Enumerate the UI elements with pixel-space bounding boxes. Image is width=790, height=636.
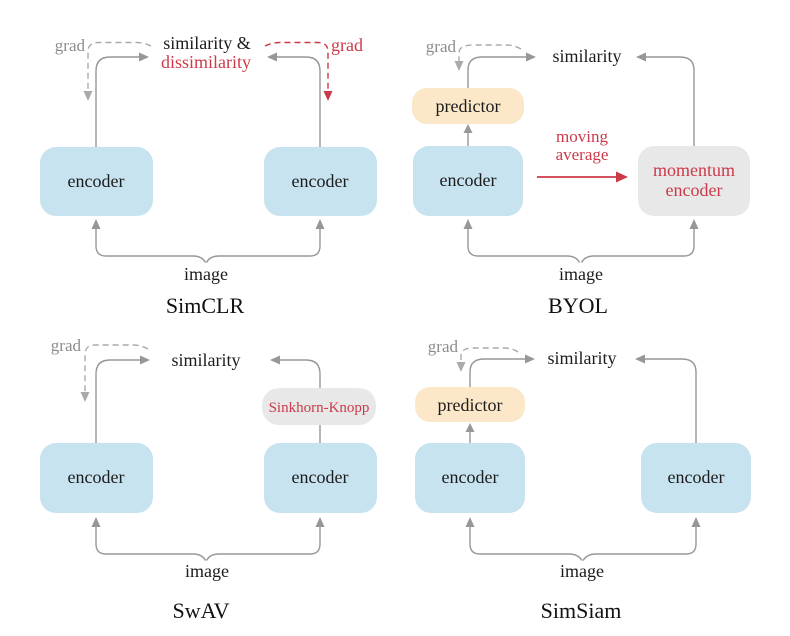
simsiam-encoder-left-label: encoder <box>442 467 499 487</box>
simsiam-image-left-arrowhead-icon <box>465 517 475 527</box>
simsiam-loss-label: similarity <box>548 348 617 368</box>
simsiam-encoder-right-box <box>641 443 751 513</box>
panel-simsiam: predictor encoder encoder grad similarit… <box>415 337 751 623</box>
simclr-image-brace-left <box>95 228 207 263</box>
swav-sinkhorn-label: Sinkhorn-Knopp <box>269 400 370 416</box>
swav-image-label: image <box>185 561 229 581</box>
swav-image-left-arrowhead-icon <box>91 517 101 527</box>
simsiam-encoder-right-label: encoder <box>668 467 725 487</box>
simsiam-grad-arrowhead-icon <box>456 362 466 372</box>
swav-image-right-arrowhead-icon <box>315 517 325 527</box>
swav-encoder-right-label: encoder <box>292 467 349 487</box>
simclr-grad-right-arrowhead-icon <box>323 91 333 101</box>
byol-encoder-label: encoder <box>440 170 497 190</box>
byol-predictor-box <box>412 88 524 124</box>
byol-image-left-arrowhead-icon <box>463 219 473 229</box>
byol-predictor-label: predictor <box>436 96 501 116</box>
simclr-grad-right-dashed-line <box>264 41 329 92</box>
swav-image-brace-left <box>95 525 207 561</box>
simsiam-grad-label: grad <box>428 337 459 356</box>
simclr-left-branch-line <box>95 56 140 147</box>
byol-left-branch-arrowhead-icon <box>526 52 536 62</box>
byol-image-brace-left <box>467 228 581 263</box>
byol-title: BYOL <box>548 293 608 318</box>
swav-grad-dashed-line <box>84 344 149 392</box>
byol-momentum-label-line2: encoder <box>666 180 723 200</box>
simsiam-image-brace-right <box>582 525 697 561</box>
simsiam-encoder-left-box <box>415 443 525 513</box>
swav-grad-label: grad <box>51 336 82 355</box>
simclr-encoder-right-box <box>264 147 377 216</box>
byol-momentum-encoder-box <box>638 146 750 216</box>
byol-encoder-to-predictor-arrowhead-icon <box>463 124 473 133</box>
byol-moving-average-arrowhead-icon <box>616 171 628 183</box>
swav-encoder-left-box <box>40 443 153 513</box>
simsiam-left-branch-arrowhead-icon <box>525 354 535 364</box>
byol-grad-dashed-line <box>458 44 522 61</box>
swav-grad-arrowhead-icon <box>80 392 90 402</box>
byol-momentum-label-line1: momentum <box>653 160 735 180</box>
byol-loss-label: similarity <box>553 46 622 66</box>
swav-right-branch-arrowhead-icon <box>270 355 280 365</box>
simclr-image-brace-right <box>205 228 321 263</box>
swav-image-brace-right <box>205 525 321 561</box>
simclr-encoder-left-label: encoder <box>68 171 125 191</box>
simsiam-right-branch-arrowhead-icon <box>635 354 645 364</box>
simclr-grad-left-arrowhead-icon <box>83 91 93 101</box>
byol-grad-label: grad <box>426 37 457 56</box>
simclr-image-right-arrowhead-icon <box>315 219 325 229</box>
simclr-right-branch-line <box>276 56 321 147</box>
panel-byol: predictor encoder momentum encoder grad … <box>412 37 750 318</box>
swav-left-branch-arrowhead-icon <box>140 355 150 365</box>
simsiam-predictor-label: predictor <box>438 395 503 415</box>
simclr-grad-left-dashed-line <box>87 41 152 92</box>
panel-swav: encoder encoder Sinkhorn-Knopp grad simi… <box>40 336 377 623</box>
byol-image-label: image <box>559 264 603 284</box>
simsiam-image-right-arrowhead-icon <box>691 517 701 527</box>
panel-simclr: encoder encoder grad grad similarity & d… <box>40 33 377 318</box>
simclr-image-label: image <box>184 264 228 284</box>
simsiam-left-branch-line <box>469 358 525 387</box>
swav-sinkhorn-box <box>262 388 376 425</box>
swav-encoder-right-box <box>264 443 377 513</box>
byol-moving-average-label-line1: moving <box>556 127 608 146</box>
simsiam-predictor-box <box>415 387 525 422</box>
byol-left-branch-line <box>467 56 526 88</box>
simsiam-image-brace-left <box>469 525 583 561</box>
swav-loss-label: similarity <box>172 350 241 370</box>
simclr-grad-left-label: grad <box>55 36 86 55</box>
simsiam-encoder-to-predictor-arrowhead-icon <box>465 423 475 432</box>
byol-right-branch-line <box>646 56 695 146</box>
byol-right-branch-arrowhead-icon <box>636 52 646 62</box>
simclr-encoder-right-label: encoder <box>292 171 349 191</box>
simclr-loss-label-similarity: similarity & <box>163 33 251 53</box>
byol-image-brace-right <box>580 228 695 263</box>
swav-left-branch-line <box>95 359 140 443</box>
simsiam-title: SimSiam <box>541 598 622 623</box>
simsiam-right-branch-line <box>645 358 697 443</box>
byol-moving-average-label-line2: average <box>556 145 609 164</box>
simclr-left-branch-arrowhead-icon <box>139 52 149 62</box>
byol-grad-arrowhead-icon <box>454 61 464 71</box>
simsiam-grad-dashed-line <box>460 347 519 362</box>
simclr-grad-right-label: grad <box>331 35 363 55</box>
simsiam-image-label: image <box>560 561 604 581</box>
swav-encoder-left-label: encoder <box>68 467 125 487</box>
simclr-right-branch-arrowhead-icon <box>267 52 277 62</box>
simclr-loss-label-dissimilarity: dissimilarity <box>161 52 251 72</box>
byol-image-right-arrowhead-icon <box>689 219 699 229</box>
swav-right-branch-line <box>280 359 321 388</box>
simclr-image-left-arrowhead-icon <box>91 219 101 229</box>
byol-encoder-box <box>413 146 523 216</box>
simclr-encoder-left-box <box>40 147 153 216</box>
swav-title: SwAV <box>172 598 229 623</box>
simclr-title: SimCLR <box>166 293 245 318</box>
